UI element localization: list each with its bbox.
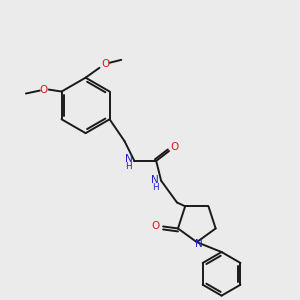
Text: O: O (151, 221, 159, 232)
Text: H: H (152, 183, 158, 192)
Text: O: O (40, 85, 48, 94)
Text: O: O (101, 59, 110, 69)
Text: N: N (124, 154, 132, 164)
Text: O: O (170, 142, 178, 152)
Text: H: H (125, 162, 132, 171)
Text: N: N (151, 175, 159, 185)
Text: N: N (195, 239, 203, 249)
